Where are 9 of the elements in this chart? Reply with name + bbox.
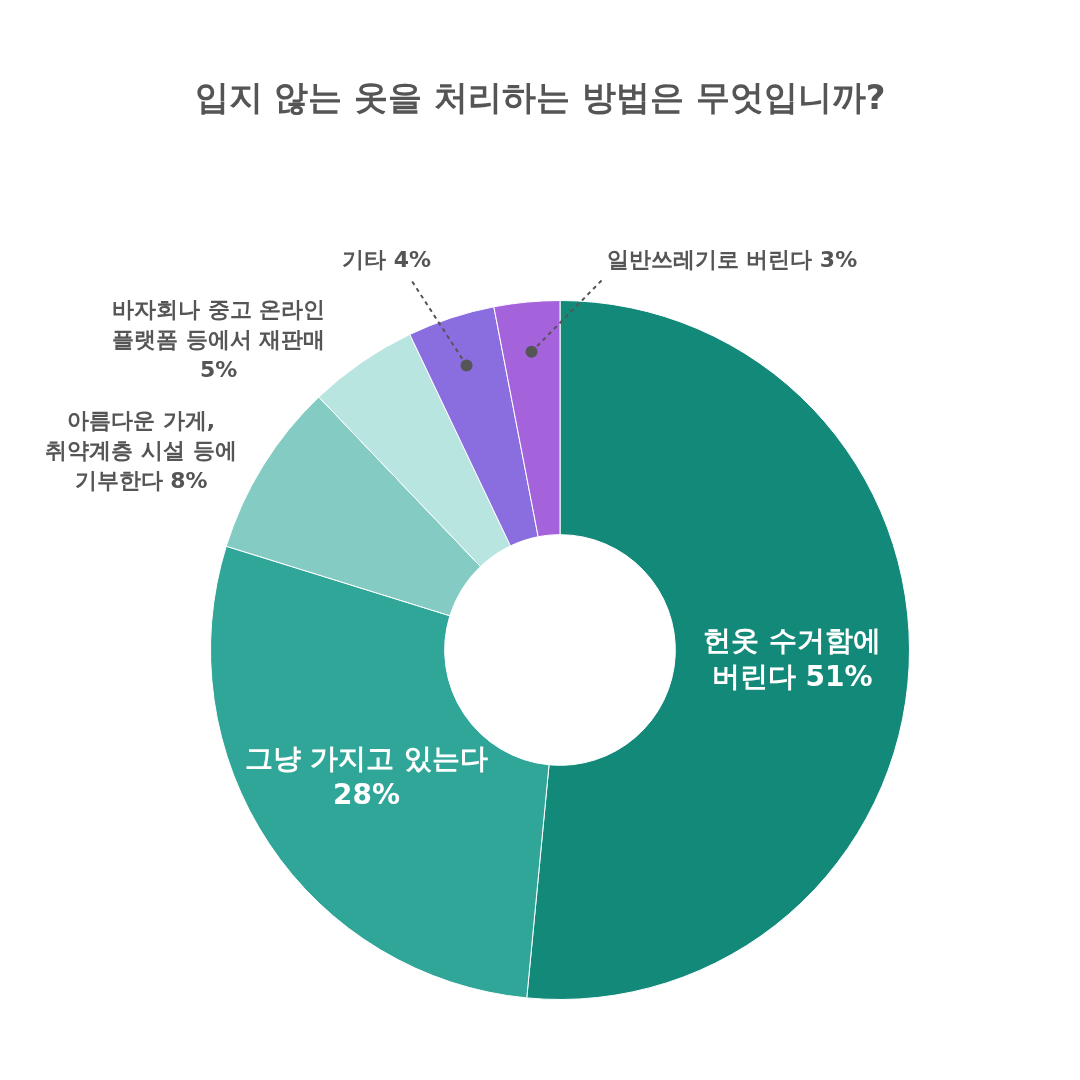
chart-title: 입지 않는 옷을 처리하는 방법은 무엇입니까? xyxy=(194,76,886,117)
slice-label: 아름다운 가게, 취약계층 시설 등에 기부한다 8% xyxy=(45,408,237,494)
slice-label: 그냥 가지고 있는다 xyxy=(244,742,489,776)
data-label: 28% xyxy=(332,778,401,812)
slice-label: 일반쓰레기로 버린다 3% xyxy=(606,247,858,273)
slice-label: 헌옷 수거함에 버린다 51% xyxy=(703,624,882,694)
slice-label: 기타 4% xyxy=(342,247,432,273)
slice-label: 바자회나 중고 온라인 플랫폼 등에서 재판매 xyxy=(112,297,326,353)
data-label: 5% xyxy=(200,357,238,383)
